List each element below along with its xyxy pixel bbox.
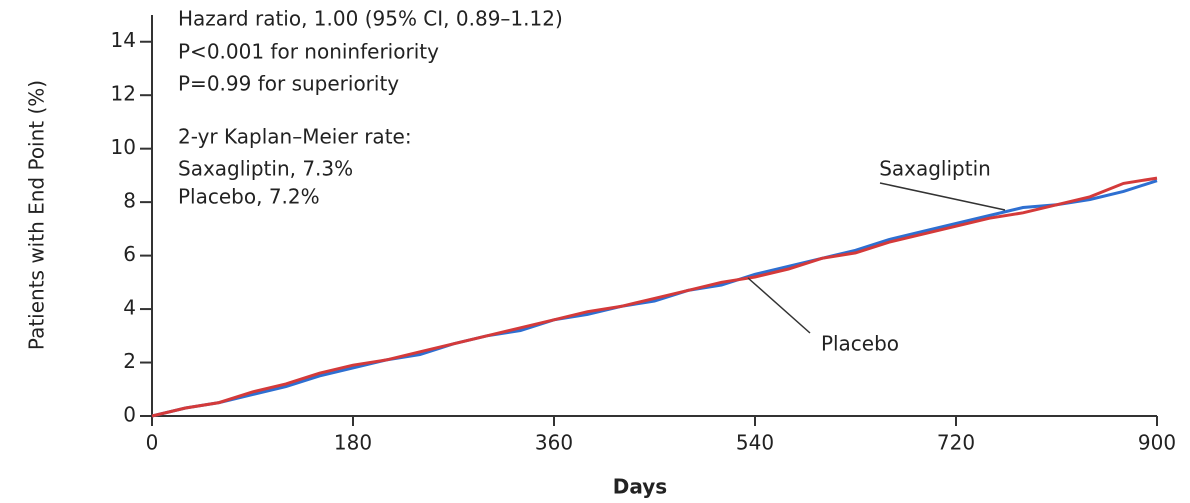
series-label: Placebo: [821, 332, 899, 356]
annotation: Saxagliptin, 7.3%: [178, 157, 353, 181]
x-tick-label: 360: [535, 431, 573, 455]
y-tick-label: 8: [123, 189, 136, 213]
x-tick-label: 540: [736, 431, 774, 455]
annotation: P<0.001 for noninferiority: [178, 40, 439, 64]
y-tick-label: 2: [123, 349, 136, 373]
series-label: Saxagliptin: [879, 157, 991, 181]
x-tick-label: 900: [1138, 431, 1176, 455]
leader-line: [747, 277, 811, 334]
annotation: Placebo, 7.2%: [178, 185, 320, 209]
y-tick-label: 6: [123, 242, 136, 266]
y-tick-label: 12: [111, 82, 136, 106]
annotation: 2-yr Kaplan–Meier rate:: [178, 125, 412, 149]
annotation: P=0.99 for superiority: [178, 72, 399, 96]
series-line: [151, 179, 1158, 418]
x-tick-label: 0: [146, 431, 159, 455]
x-tick-label: 720: [937, 431, 975, 455]
leader-line: [879, 182, 1006, 211]
y-tick-label: 10: [111, 135, 136, 159]
y-tick-label: 4: [123, 296, 136, 320]
y-tick-label: 14: [111, 28, 136, 52]
series-line: [151, 176, 1158, 418]
y-axis-title: Patients with End Point (%): [25, 80, 49, 350]
x-axis-title: Days: [613, 475, 667, 499]
x-tick-label: 180: [334, 431, 372, 455]
y-tick-label: 0: [123, 403, 136, 427]
annotation: Hazard ratio, 1.00 (95% CI, 0.89–1.12): [178, 7, 563, 31]
